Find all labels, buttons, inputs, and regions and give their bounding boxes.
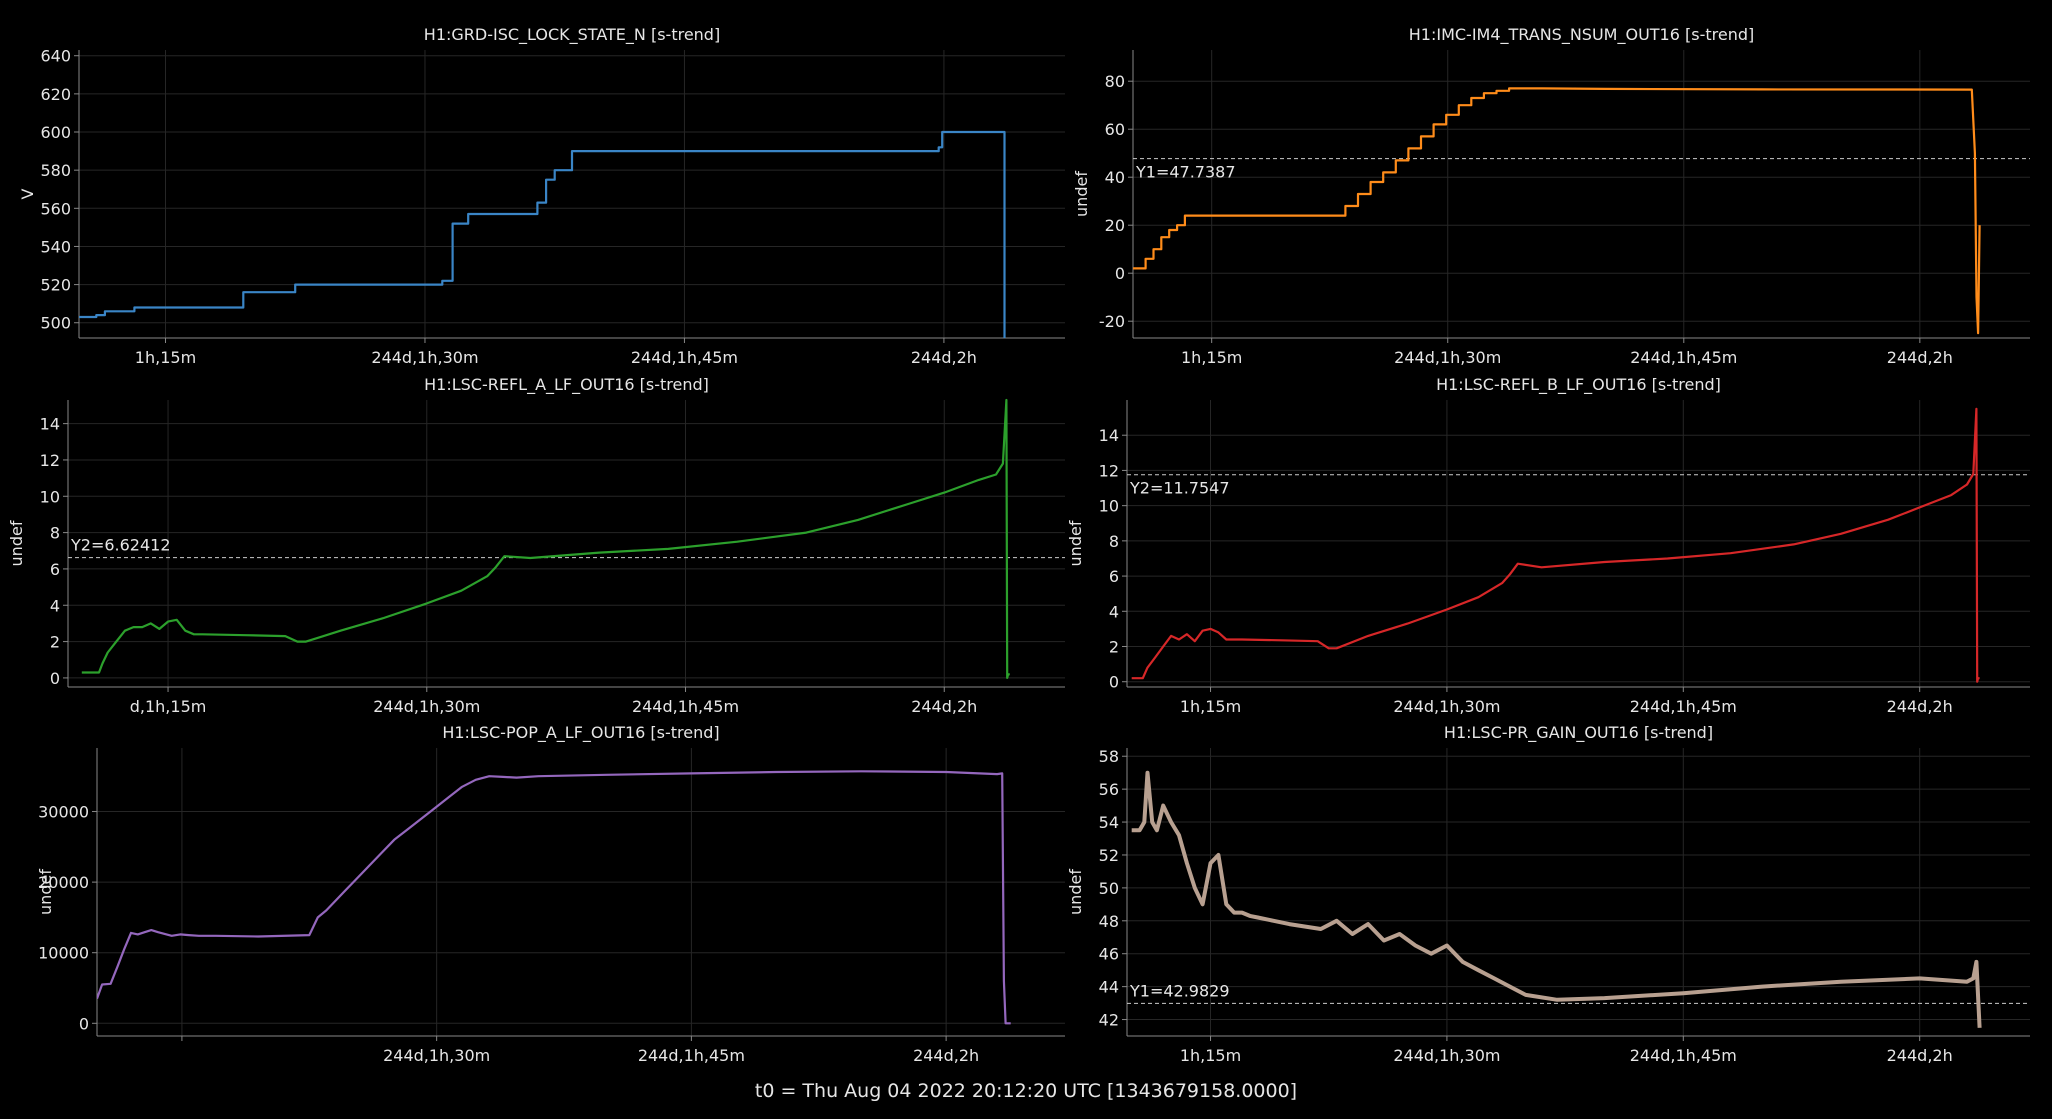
y-tick-label: 640: [40, 47, 71, 66]
series-line: [1133, 87, 1981, 335]
y-axis-label: undef: [1072, 171, 1091, 217]
x-tick-label: 244d,1h,30m: [371, 348, 478, 367]
chart-title: H1:GRD-ISC_LOCK_STATE_N [s-trend]: [424, 25, 720, 45]
y-tick-label: 2: [50, 633, 60, 652]
y-tick-label: 58: [1099, 747, 1119, 766]
y-tick-label: 8: [50, 524, 60, 543]
y-tick-label: 42: [1099, 1011, 1119, 1030]
x-tick-label: 244d,1h,30m: [1394, 348, 1501, 367]
x-tick-label: 1h,15m: [1180, 697, 1241, 716]
y-tick-label: 0: [79, 1014, 89, 1033]
x-tick-label: 244d,2h: [913, 1046, 979, 1065]
chart-panel-5: H1:LSC-POP_A_LF_OUT16 [s-trend] 0 10000 200…: [36, 723, 1065, 1065]
y-axis-label: V: [18, 188, 37, 199]
y-tick-label: 10: [1099, 497, 1119, 516]
y-tick-label: 620: [40, 85, 71, 104]
y-tick-label: 46: [1099, 945, 1119, 964]
y-tick-label: 580: [40, 161, 71, 180]
y-tick-label: 2: [1109, 638, 1119, 657]
y-tick-label: 6: [1109, 567, 1119, 586]
x-tick-label: 244d,2h: [911, 348, 977, 367]
x-tick-label: 244d,1h,45m: [632, 697, 739, 716]
y-tick-label: 30000: [38, 803, 89, 822]
y-tick-label: 4: [1109, 602, 1119, 621]
y-axis-label: undef: [1066, 869, 1085, 915]
series-line: [1131, 770, 1982, 1028]
x-tick-label: 244d,1h,30m: [373, 697, 480, 716]
y-tick-label: 540: [40, 237, 71, 256]
x-tick-label: 244d,2h: [1887, 697, 1953, 716]
x-tick-label: 244d,1h,45m: [1630, 1046, 1737, 1065]
chart-title: H1:LSC-POP_A_LF_OUT16 [s-trend]: [442, 723, 719, 743]
x-tick-label: 1h,15m: [135, 348, 196, 367]
y-tick-label: 4: [50, 596, 60, 615]
x-tick-label: 244d,2h: [911, 697, 977, 716]
chart-panel-4: H1:LSC-REFL_B_LF_OUT16 [s-trend] 0 2 4 6 8 10 1…: [1066, 375, 2030, 716]
y-tick-label: 52: [1099, 846, 1119, 865]
cursor-label: Y1=42.9829: [1129, 981, 1230, 1000]
cursor-label: Y1=47.7387: [1135, 163, 1236, 182]
x-tick-label: 244d,1h,30m: [1393, 1046, 1500, 1065]
y-tick-label: 600: [40, 123, 71, 142]
x-tick-label: 244d,2h: [1887, 1046, 1953, 1065]
y-tick-label: 20000: [38, 873, 89, 892]
chart-title: H1:LSC-PR_GAIN_OUT16 [s-trend]: [1444, 723, 1713, 743]
x-tick-label: 1h,15m: [1181, 348, 1242, 367]
y-tick-label: 560: [40, 199, 71, 218]
y-tick-label: 520: [40, 276, 71, 295]
y-tick-label: 40: [1105, 168, 1125, 187]
x-tick-label: 244d,1h,30m: [1393, 697, 1500, 716]
x-tick-label: d,1h,15m: [130, 697, 207, 716]
y-tick-label: 12: [40, 451, 60, 470]
y-tick-label: 8: [1109, 532, 1119, 551]
cursor-label: Y2=11.7547: [1129, 479, 1230, 498]
y-tick-label: 14: [1099, 426, 1119, 445]
y-tick-label: 10000: [38, 944, 89, 963]
y-tick-label: 56: [1099, 780, 1119, 799]
y-tick-label: 60: [1105, 120, 1125, 139]
chart-panel-1: H1:GRD-ISC_LOCK_STATE_N [s-trend] 500 520 5…: [18, 25, 1065, 367]
chart-title: H1:IMC-IM4_TRANS_NSUM_OUT16 [s-trend]: [1409, 25, 1754, 45]
y-tick-label: 12: [1099, 461, 1119, 480]
y-tick-label: 48: [1099, 912, 1119, 931]
chart-title: H1:LSC-REFL_B_LF_OUT16 [s-trend]: [1436, 375, 1721, 395]
y-tick-label: 10: [40, 487, 60, 506]
series-line: [1131, 407, 1980, 683]
chart-title: H1:LSC-REFL_A_LF_OUT16 [s-trend]: [424, 375, 709, 395]
x-tick-label: 1h,15m: [1180, 1046, 1241, 1065]
x-tick-label: 244d,1h,45m: [638, 1046, 745, 1065]
y-tick-label: 20: [1105, 216, 1125, 235]
y-tick-label: 6: [50, 560, 60, 579]
t0-footer: t0 = Thu Aug 04 2022 20:12:20 UTC [13436…: [754, 1080, 1298, 1102]
y-tick-label: 0: [1109, 673, 1119, 692]
y-axis-label: undef: [7, 520, 26, 566]
y-tick-label: 500: [40, 314, 71, 333]
y-tick-label: 50: [1099, 879, 1119, 898]
x-tick-label: 244d,1h,45m: [1630, 697, 1737, 716]
y-tick-label: 0: [50, 669, 60, 688]
y-tick-label: 14: [40, 415, 60, 434]
series-line: [79, 130, 1006, 338]
y-tick-label: 54: [1099, 813, 1119, 832]
y-tick-label: -20: [1099, 312, 1125, 331]
y-axis-label: undef: [36, 869, 55, 915]
cursor-label: Y2=6.62412: [70, 536, 171, 555]
y-tick-label: 80: [1105, 72, 1125, 91]
chart-panel-2: H1:IMC-IM4_TRANS_NSUM_OUT16 [s-trend] -20…: [1072, 25, 2030, 367]
x-tick-label: 244d,2h: [1887, 348, 1953, 367]
y-axis-label: undef: [1066, 520, 1085, 566]
chart-panel-6: H1:LSC-PR_GAIN_OUT16 [s-trend] 42 44 46 48 50…: [1066, 723, 2030, 1065]
x-tick-label: 244d,1h,45m: [631, 348, 738, 367]
y-tick-label: 0: [1115, 264, 1125, 283]
x-tick-label: 244d,1h,45m: [1630, 348, 1737, 367]
chart-panel-3: H1:LSC-REFL_A_LF_OUT16 [s-trend] 0 2 4 6 8 10 1…: [7, 375, 1065, 716]
series-line: [81, 398, 1010, 680]
series-line: [97, 770, 1011, 1025]
y-tick-label: 44: [1099, 978, 1119, 997]
x-tick-label: 244d,1h,30m: [383, 1046, 490, 1065]
